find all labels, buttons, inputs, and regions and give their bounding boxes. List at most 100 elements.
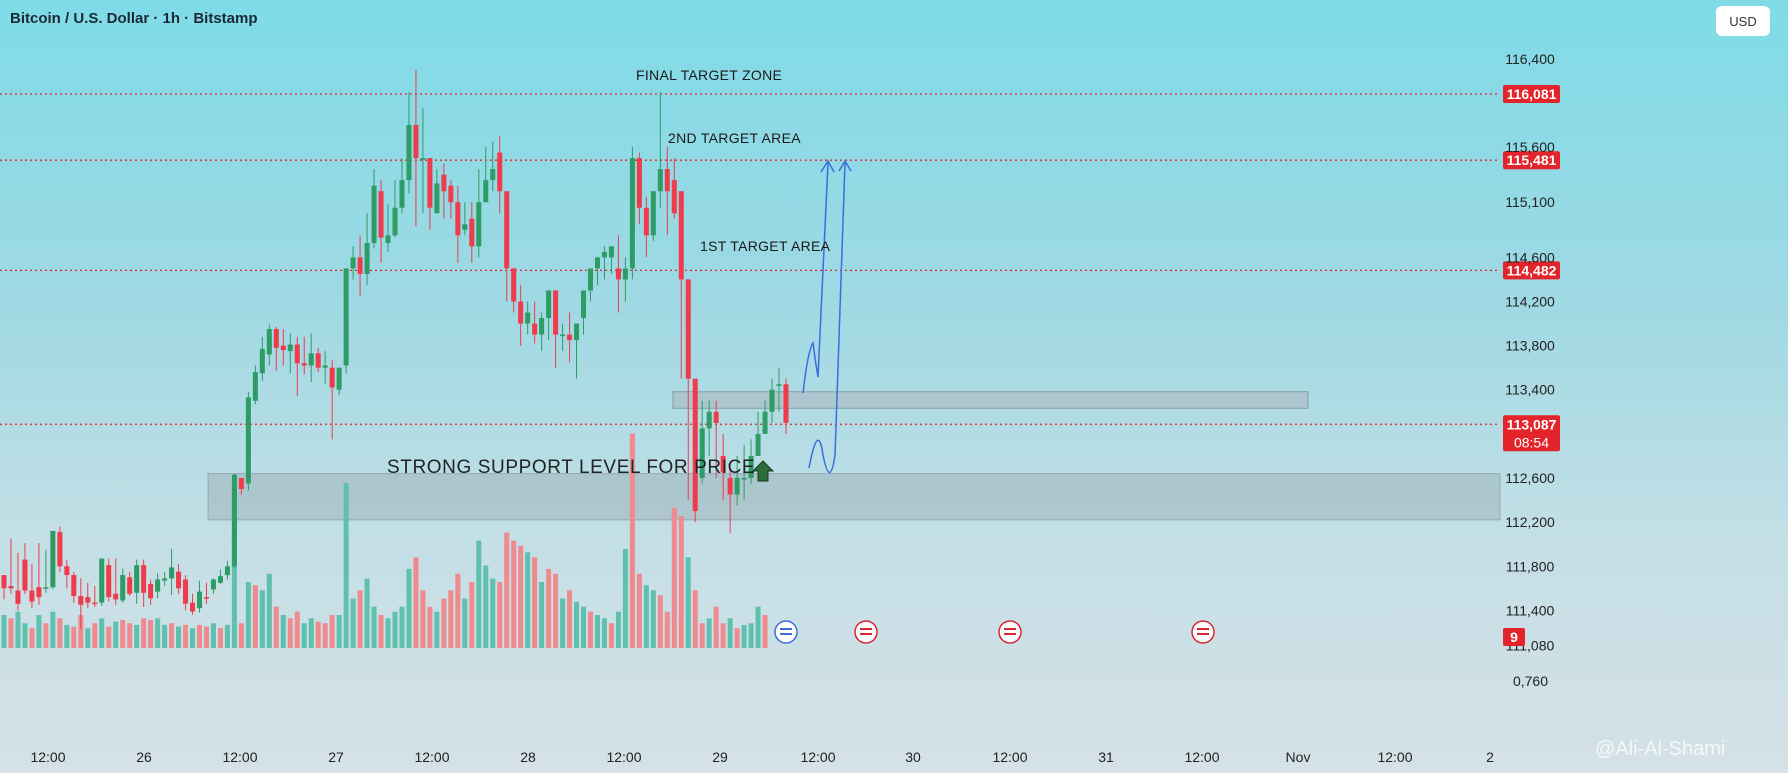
volume-bar (601, 618, 607, 648)
candle-body (329, 367, 335, 388)
volume-bar (280, 615, 286, 648)
volume-bar (190, 628, 196, 648)
candle-body (308, 353, 314, 366)
volume-bar (50, 611, 56, 648)
volume-bar (581, 606, 587, 648)
volume-bar (762, 615, 768, 648)
candle-body (720, 455, 726, 473)
volume-bar (134, 624, 140, 648)
candle-body (43, 587, 49, 589)
candle-body (169, 567, 175, 579)
candle-body (525, 312, 531, 324)
volume-bar (36, 615, 42, 648)
time-tick: 12:00 (1184, 749, 1219, 765)
volume-bar (385, 618, 391, 648)
time-tick: 12:00 (606, 749, 641, 765)
candle-body (532, 323, 538, 335)
level-badge (1503, 261, 1560, 280)
volume-bar (713, 606, 719, 648)
projection-faint (785, 139, 804, 331)
volume-bar (671, 507, 677, 648)
candle-body (266, 329, 272, 355)
volume-bar (441, 598, 447, 648)
candle-body (15, 590, 21, 604)
volume-bar (692, 590, 698, 648)
volume-bar (734, 628, 740, 648)
lightning-icon (774, 620, 798, 644)
time-tick: 31 (1098, 749, 1114, 765)
price-tick: 113,400 (1505, 382, 1555, 398)
candle-body (706, 411, 712, 429)
candle-body (106, 565, 112, 598)
volume-bar (71, 626, 77, 648)
candle-body (210, 579, 216, 590)
lightning-icon-ring (774, 620, 798, 644)
candle-body (490, 169, 496, 181)
volume-bar (741, 624, 747, 648)
candle-body (657, 169, 663, 192)
volume-bar (483, 565, 489, 648)
volume-bar (127, 623, 133, 648)
level-badge-label: 114,482 (1507, 262, 1557, 278)
candle-body (476, 202, 482, 247)
candle-body (441, 174, 447, 192)
candle-body (783, 384, 789, 423)
candle-body (406, 124, 412, 181)
volume-bar (511, 540, 517, 648)
volume-bar (141, 618, 147, 648)
candle-body (420, 158, 426, 160)
volume-bar (287, 618, 293, 648)
volume-bar (399, 606, 405, 648)
level-badge (1503, 85, 1560, 103)
candle-body (755, 433, 761, 456)
volume-bar (650, 590, 656, 648)
volume-bar (217, 628, 223, 648)
candle-body (518, 301, 524, 324)
event-badge (1503, 628, 1525, 646)
candle-body (245, 397, 251, 484)
us-flag-icon (998, 620, 1022, 644)
time-tick: 29 (712, 749, 728, 765)
volume-bar (210, 623, 216, 648)
volume-bar (525, 552, 531, 648)
volume-bar (176, 626, 182, 648)
candle-body (594, 257, 600, 269)
currency-button[interactable]: USD (1716, 6, 1770, 36)
candle-body (252, 372, 258, 401)
candle-body (622, 268, 628, 280)
symbol-title[interactable]: Bitcoin / U.S. Dollar · 1h · Bitstamp (10, 10, 258, 27)
candle-body (560, 334, 566, 337)
volume-bar (678, 516, 684, 648)
price-tick: 114,600 (1505, 249, 1555, 265)
time-tick: 12:00 (992, 749, 1027, 765)
volume-bar (622, 549, 628, 648)
candle-body (504, 191, 510, 269)
time-tick: 12:00 (30, 749, 65, 765)
us-flag-icon (854, 620, 878, 644)
candle-body (685, 279, 691, 379)
volume-bar (308, 618, 314, 648)
volume-bar (587, 611, 594, 648)
volume-bar (329, 615, 335, 648)
volume-bar (8, 618, 14, 648)
volume-bar (685, 557, 691, 648)
candle-body (148, 583, 154, 599)
candle-body (1, 575, 7, 589)
volume-bar (266, 573, 272, 648)
candle-body (741, 478, 747, 480)
candle-body (581, 290, 587, 319)
volume-bar (183, 624, 189, 648)
candle-body (399, 180, 405, 208)
arrow-head-icon (820, 159, 835, 173)
volume-bar (539, 582, 545, 648)
volume-bar (629, 433, 635, 648)
volume-bar (301, 623, 307, 648)
candle-body (196, 591, 203, 609)
time-tick: 12:00 (1377, 749, 1412, 765)
candle-body (273, 329, 279, 348)
candle-body (50, 530, 56, 588)
volume-bar (608, 623, 614, 648)
candle-body (127, 577, 133, 594)
candle-body (190, 602, 196, 612)
